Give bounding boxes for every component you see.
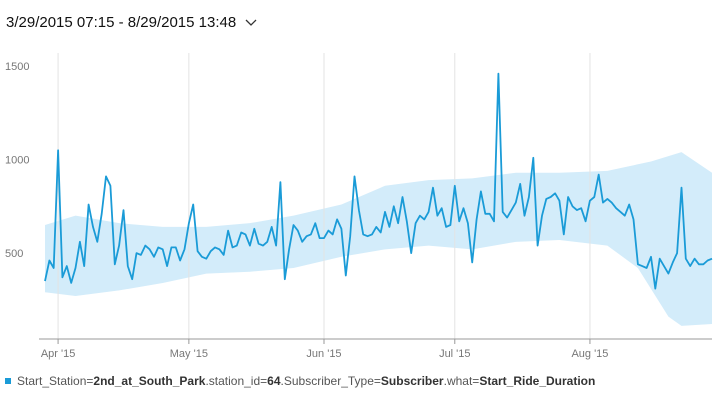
legend-metric: Start_Ride_Duration [479, 374, 596, 388]
x-tick-label: Aug '15 [571, 348, 608, 360]
legend-station: 2nd_at_South_Park [93, 374, 206, 388]
chart-legend: Start_Station=2nd_at_South_Park.station_… [5, 374, 595, 388]
chevron-down-icon [245, 19, 257, 27]
y-tick-label: 1000 [5, 155, 29, 167]
legend-text-part: .Subscriber_Type= [280, 374, 381, 388]
legend-swatch [5, 378, 11, 384]
legend-subscriber-type: Subscriber [380, 374, 444, 388]
date-range-label: 3/29/2015 07:15 - 8/29/2015 13:48 [6, 14, 237, 31]
legend-text-part: Start_Station= [17, 374, 94, 388]
legend-text: Start_Station=2nd_at_South_Park.station_… [17, 374, 595, 388]
x-tick-label: Jul '15 [439, 348, 470, 360]
legend-text-part: .what= [443, 374, 480, 388]
confidence-band [45, 152, 712, 326]
series-line [44, 72, 713, 290]
x-tick-label: May '15 [170, 348, 208, 360]
x-tick-label: Apr '15 [41, 348, 76, 360]
legend-text-part: .station_id= [205, 374, 268, 388]
legend-station-id: 64 [267, 374, 281, 388]
y-tick-label: 500 [5, 248, 23, 260]
y-tick-label: 1500 [5, 61, 29, 73]
x-tick-label: Jun '15 [306, 348, 341, 360]
date-range-selector[interactable]: 3/29/2015 07:15 - 8/29/2015 13:48 [6, 14, 257, 31]
